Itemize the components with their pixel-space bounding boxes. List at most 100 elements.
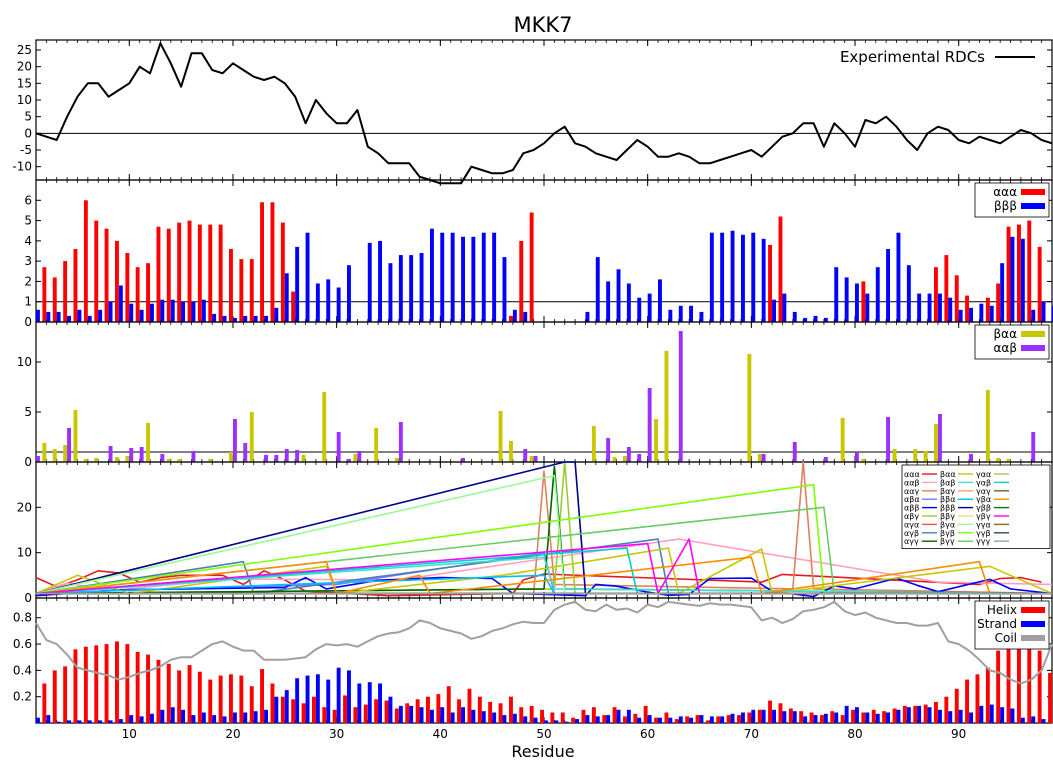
bar xyxy=(129,448,133,462)
bar xyxy=(337,432,341,462)
bar xyxy=(264,710,268,723)
bar xyxy=(291,292,295,322)
bar xyxy=(675,719,679,723)
bar xyxy=(250,412,254,462)
bar xyxy=(637,454,641,462)
bar xyxy=(990,306,994,322)
bar xyxy=(924,705,928,723)
x-tick-label: 50 xyxy=(536,727,551,741)
bar xyxy=(917,706,921,723)
bar xyxy=(845,706,849,723)
bar xyxy=(239,676,243,723)
bar xyxy=(928,294,932,322)
bar xyxy=(793,312,797,322)
bar xyxy=(499,411,503,462)
bar xyxy=(67,720,71,723)
bar xyxy=(793,442,797,462)
figure-title: MKK7 xyxy=(513,13,572,37)
bar xyxy=(907,265,911,322)
legend-label: βαα xyxy=(994,327,1018,341)
bar xyxy=(696,715,700,723)
bar xyxy=(250,259,254,322)
bar xyxy=(979,304,983,322)
bar xyxy=(125,253,129,322)
bar xyxy=(592,426,596,462)
legend-label: βγγ xyxy=(940,537,955,546)
bar xyxy=(167,229,171,322)
y-tick-label: 3 xyxy=(24,254,32,268)
x-tick-label: 60 xyxy=(640,727,655,741)
bar xyxy=(274,308,278,322)
y-tick-label: 25 xyxy=(17,43,32,57)
bar xyxy=(461,458,465,462)
bar xyxy=(160,710,164,723)
bar xyxy=(907,707,911,723)
bar xyxy=(523,716,527,723)
bar xyxy=(53,277,57,322)
bar xyxy=(810,713,814,724)
bar xyxy=(814,316,818,322)
x-tick-label: 80 xyxy=(847,727,862,741)
y-tick-label: 20 xyxy=(17,60,32,74)
bar xyxy=(762,239,766,322)
bar xyxy=(264,316,268,322)
bar xyxy=(219,225,223,322)
y-tick-label: 2 xyxy=(24,274,32,288)
bar xyxy=(803,318,807,322)
bar xyxy=(364,705,368,723)
bar xyxy=(316,674,320,723)
bar xyxy=(208,225,212,322)
bar xyxy=(129,715,133,723)
bar xyxy=(119,286,123,323)
bar xyxy=(513,310,517,322)
bar xyxy=(347,265,351,322)
bar xyxy=(955,689,959,723)
bar xyxy=(731,714,735,723)
y-tick-label: 0 xyxy=(24,126,32,140)
bar xyxy=(219,676,223,723)
bar xyxy=(115,241,119,322)
bar xyxy=(938,414,942,462)
bar xyxy=(913,449,917,462)
bar xyxy=(312,697,316,723)
bar xyxy=(855,707,859,723)
bar xyxy=(337,288,341,323)
bar xyxy=(1021,239,1025,322)
bar xyxy=(181,710,185,723)
panel-2: 0123456αααβββ xyxy=(24,180,1053,329)
bar xyxy=(482,233,486,322)
bar xyxy=(378,684,382,724)
bar xyxy=(586,715,590,723)
legend-label: ααα xyxy=(993,185,1017,199)
bar xyxy=(1011,237,1015,322)
y-tick-label: 15 xyxy=(17,76,32,90)
y-tick-label: -10 xyxy=(12,160,32,174)
bar xyxy=(996,651,1000,723)
bar xyxy=(150,304,154,322)
x-tick-label: 90 xyxy=(951,727,966,741)
bar xyxy=(285,273,289,322)
bar xyxy=(74,410,78,462)
bar xyxy=(530,456,534,462)
bar xyxy=(302,455,306,462)
bar xyxy=(519,241,523,322)
bar xyxy=(897,710,901,723)
bar xyxy=(167,664,171,723)
bar xyxy=(271,684,275,724)
bar xyxy=(668,310,672,322)
bar xyxy=(78,310,82,322)
bar xyxy=(368,682,372,723)
bar xyxy=(834,267,838,322)
legend-label: Experimental RDCs xyxy=(840,48,985,66)
bar xyxy=(969,454,973,462)
bar xyxy=(409,255,413,322)
chart-panels: -10 -5 0 5 10 15 20 25 Experimental RDCs 0 1 2 3 4 5 6 α… xyxy=(12,40,1053,741)
bar xyxy=(125,644,129,723)
bar xyxy=(969,308,973,322)
legend-label: ααβ xyxy=(994,341,1017,355)
bar xyxy=(779,217,783,323)
bar xyxy=(146,263,150,322)
bar xyxy=(171,707,175,723)
bar xyxy=(934,424,938,462)
